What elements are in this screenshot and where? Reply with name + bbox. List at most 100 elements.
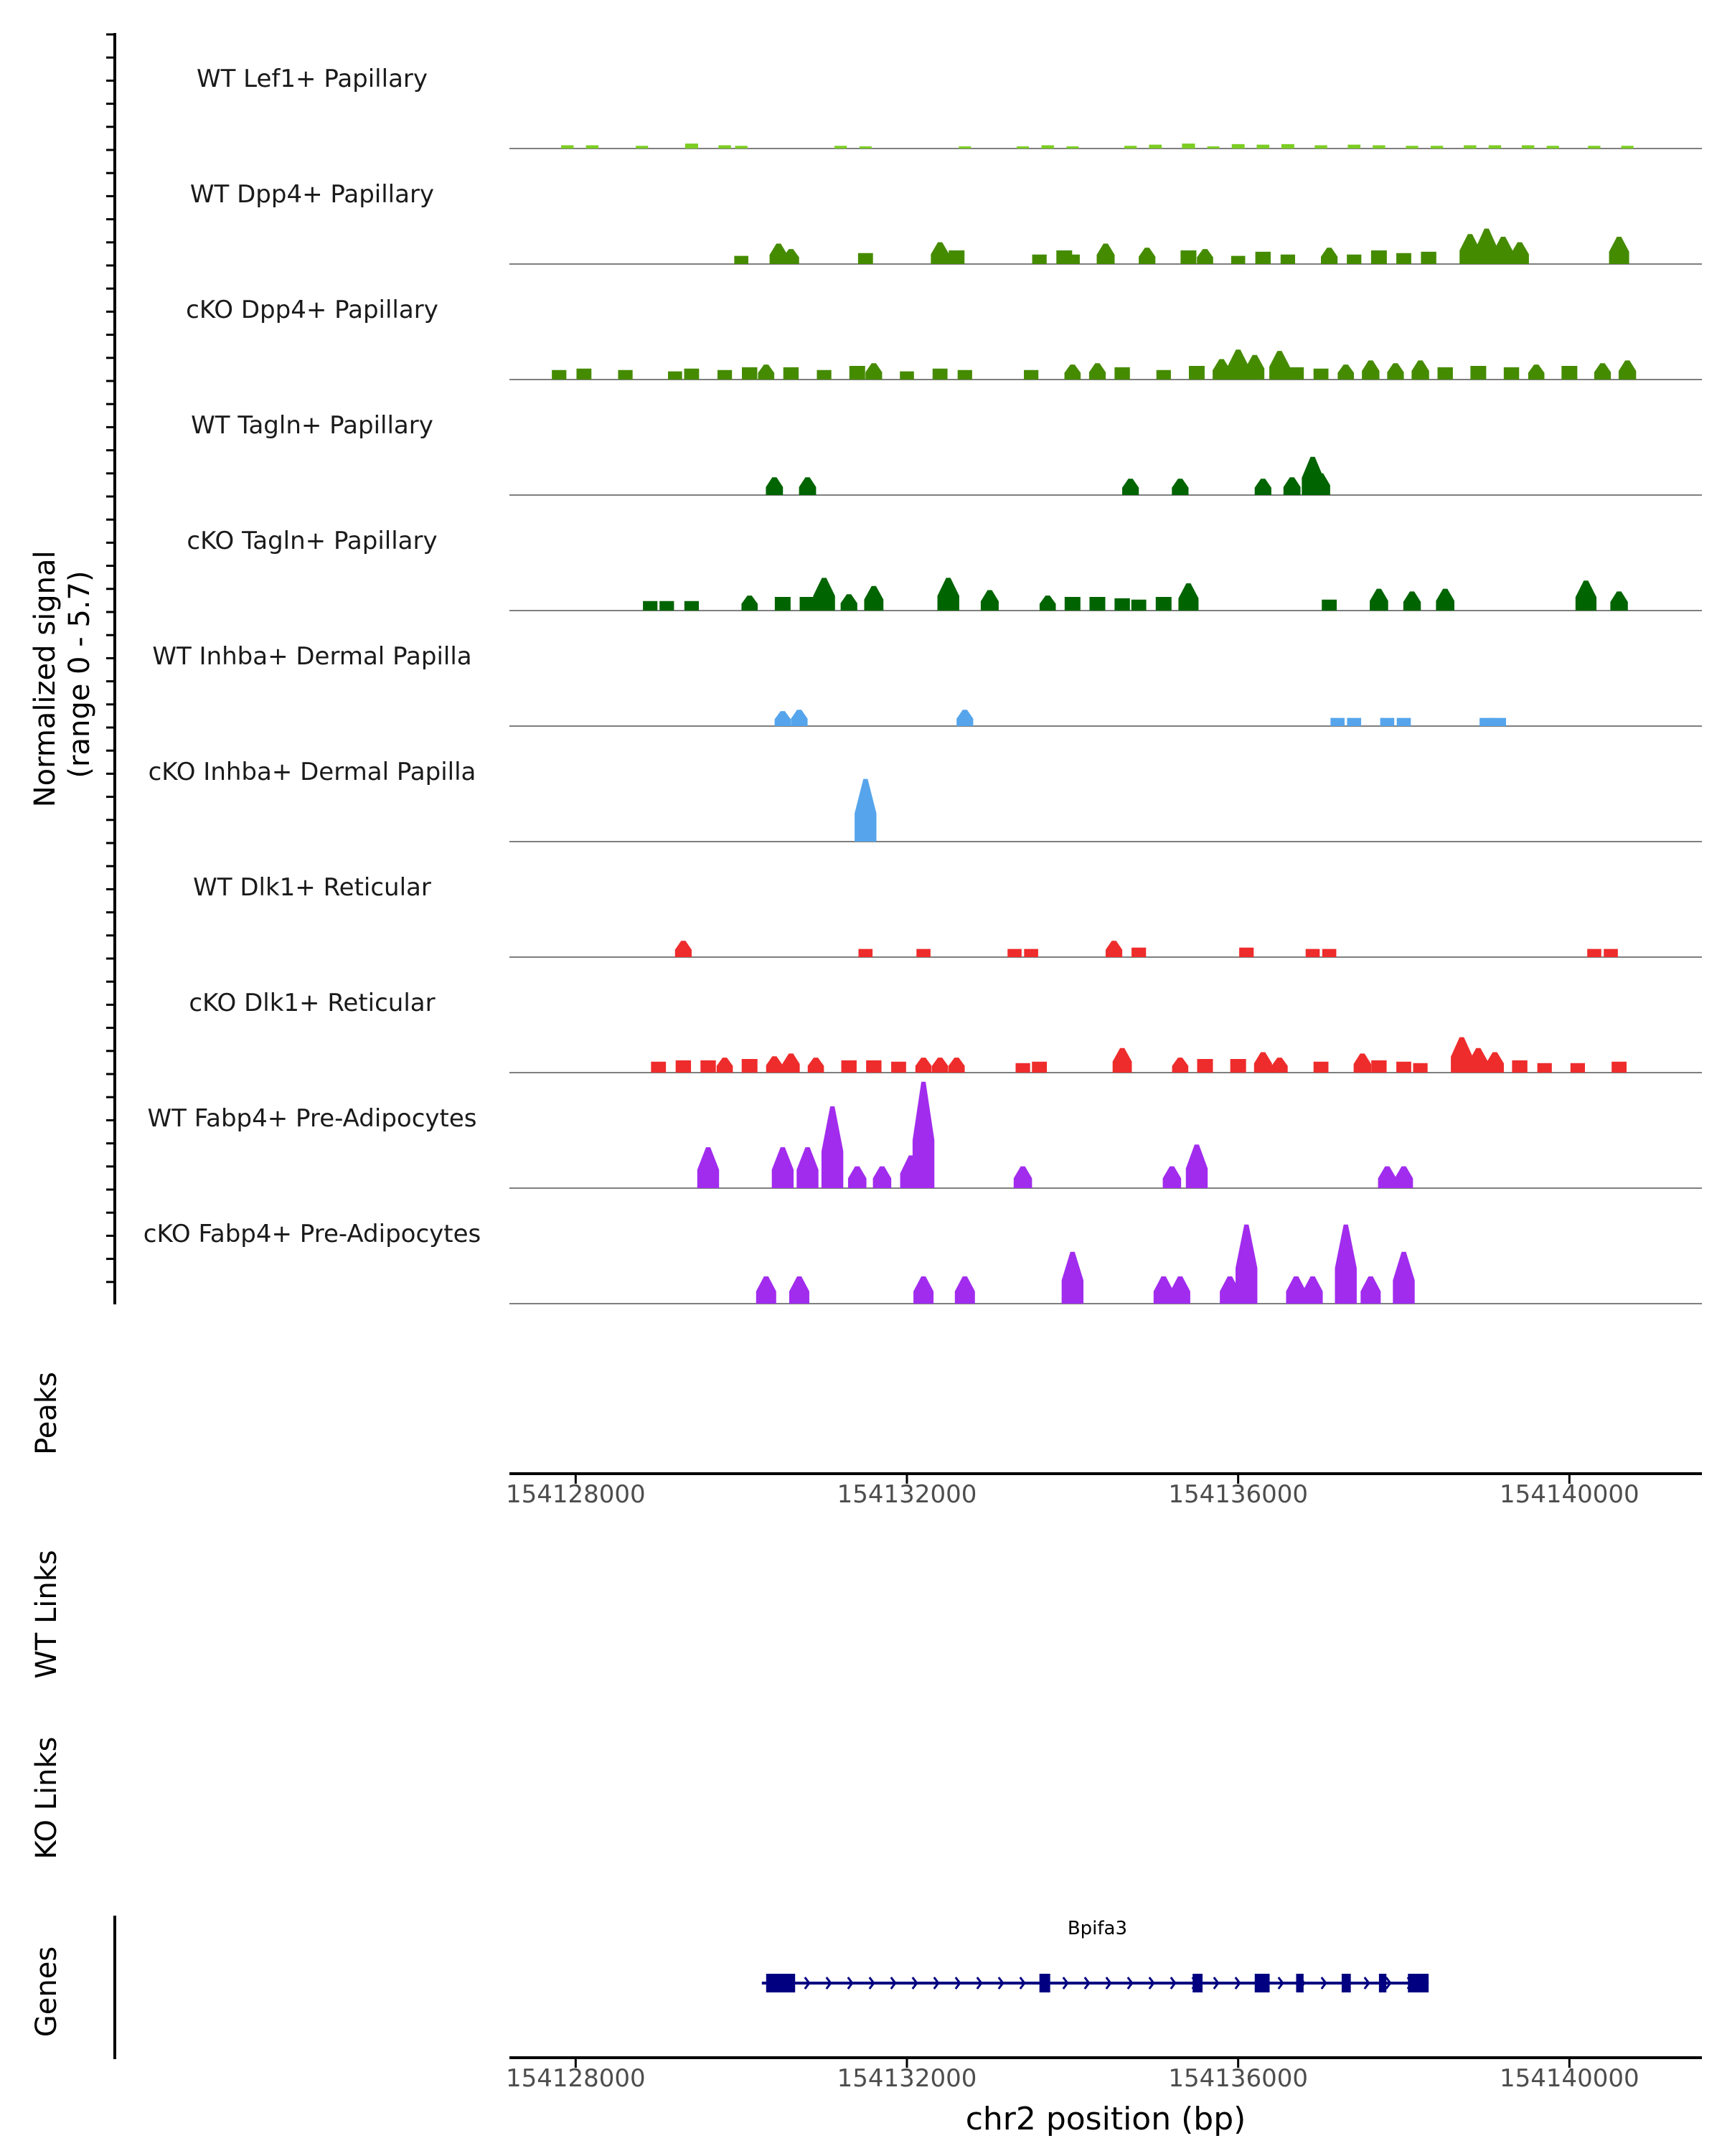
signal-peak xyxy=(841,1060,857,1073)
strand-arrow xyxy=(1363,1977,1370,1990)
signal-peak xyxy=(675,1060,692,1073)
signal-track: WT Dpp4+ Papillary xyxy=(190,180,1702,265)
signal-peak xyxy=(684,143,698,149)
gene-exon xyxy=(1341,1974,1351,1992)
strand-arrow xyxy=(1320,1977,1327,1990)
strand-arrow xyxy=(1083,1977,1091,1990)
signal-peak xyxy=(1396,717,1411,726)
strand-arrow xyxy=(1126,1977,1134,1990)
signal-peak xyxy=(1220,1276,1241,1304)
strand-arrow xyxy=(1148,1977,1155,1990)
signal-peak xyxy=(1394,1166,1413,1188)
signal-peak xyxy=(1337,364,1355,380)
signal-peak xyxy=(1185,1144,1208,1188)
signal-peak xyxy=(643,601,658,611)
strand-arrow xyxy=(890,1977,897,1990)
signal-peak xyxy=(931,242,949,264)
signal-peak xyxy=(1032,1061,1048,1073)
signal-peak xyxy=(1322,948,1337,957)
signal-peak xyxy=(1521,145,1535,149)
signal-peak xyxy=(1239,947,1254,957)
signal-peak xyxy=(1609,237,1629,264)
signal-peak xyxy=(1172,1058,1189,1073)
strand-arrow xyxy=(997,1977,1004,1990)
signal-peak xyxy=(1347,254,1362,264)
signal-peak xyxy=(782,1053,800,1073)
signal-peak xyxy=(674,941,692,957)
signal-peak xyxy=(956,710,974,726)
signal-peak xyxy=(1378,1166,1397,1188)
signal-peak xyxy=(618,369,633,380)
signal-peak xyxy=(1007,948,1022,957)
signal-track-label: WT Inhba+ Dermal Papilla xyxy=(152,642,471,671)
signal-peak xyxy=(1503,367,1520,380)
signal-peak xyxy=(1015,1063,1030,1073)
signal-peak xyxy=(840,594,857,611)
signal-peak xyxy=(847,1166,867,1188)
signal-track-label: WT Dlk1+ Reticular xyxy=(193,873,431,902)
signal-track: WT Dlk1+ Reticular xyxy=(193,873,1702,958)
signal-track: cKO Inhba+ Dermal Papilla xyxy=(149,758,1702,842)
strand-arrow xyxy=(804,1977,811,1990)
signal-peak xyxy=(651,1061,667,1073)
signal-peak xyxy=(1197,249,1213,264)
signal-peak xyxy=(821,1106,844,1188)
signal-peak xyxy=(771,1147,794,1188)
signal-peak xyxy=(742,367,758,380)
signal-peak xyxy=(1561,366,1578,380)
signal-peak xyxy=(552,369,567,380)
signal-track: WT Lef1+ Papillary xyxy=(197,65,1702,149)
signal-peak xyxy=(1207,146,1220,149)
signal-peak xyxy=(1479,717,1494,726)
signal-peak xyxy=(1403,591,1421,611)
signal-peak xyxy=(1162,1166,1182,1188)
signal-track-label: WT Lef1+ Papillary xyxy=(197,65,428,93)
signal-peak xyxy=(796,1147,819,1188)
signal-peak xyxy=(1032,254,1047,264)
signal-peak xyxy=(789,1276,809,1304)
signal-peak xyxy=(1089,597,1106,611)
signal-peak xyxy=(1421,251,1436,264)
peaks-x-axis-ticks: 154128000 154132000 154136000 154140000 xyxy=(506,1474,1639,1509)
signal-peak xyxy=(857,253,873,264)
wt-links-track-label: WT Links xyxy=(30,1550,63,1678)
signal-peak xyxy=(636,146,649,149)
signal-peak xyxy=(1528,364,1545,380)
signal-peak xyxy=(1610,591,1628,611)
signal-peak xyxy=(834,146,847,149)
signal-peak xyxy=(561,145,574,149)
x-tick-label: 154140000 xyxy=(1500,2064,1639,2093)
strand-arrow xyxy=(933,1977,940,1990)
signal-peak xyxy=(1114,598,1130,611)
signal-peak xyxy=(576,368,592,380)
signal-peak xyxy=(1061,1251,1084,1304)
signal-peak xyxy=(1112,1048,1132,1073)
signal-peak xyxy=(585,145,599,149)
signal-peak xyxy=(1621,146,1634,149)
signal-peak xyxy=(799,477,817,495)
signal-peak xyxy=(1105,941,1123,957)
signal-peak xyxy=(1431,146,1444,149)
signal-peak xyxy=(1570,1063,1585,1073)
signal-peak xyxy=(1231,255,1246,264)
signal-peak xyxy=(668,371,682,380)
signal-peak xyxy=(1253,1052,1272,1073)
signal-peak xyxy=(1314,145,1327,149)
signal-peak xyxy=(783,249,799,264)
signal-peak xyxy=(817,369,832,380)
strand-arrow xyxy=(911,1977,918,1990)
genes-x-axis-ticks: 154128000 154132000 154136000 154140000 xyxy=(506,2058,1639,2093)
strand-arrow xyxy=(847,1977,854,1990)
x-tick-label: 154128000 xyxy=(506,1480,646,1509)
signal-peak xyxy=(1182,143,1195,149)
signal-peak xyxy=(813,578,835,611)
signal-peak xyxy=(807,1058,824,1073)
signal-peak xyxy=(1065,254,1080,264)
signal-peak xyxy=(858,948,873,957)
signal-peak xyxy=(1039,596,1056,611)
signal-peak xyxy=(1283,477,1301,495)
gene-exon xyxy=(1378,1974,1387,1992)
signal-peak xyxy=(1612,1061,1627,1073)
signal-peak xyxy=(1156,369,1171,380)
